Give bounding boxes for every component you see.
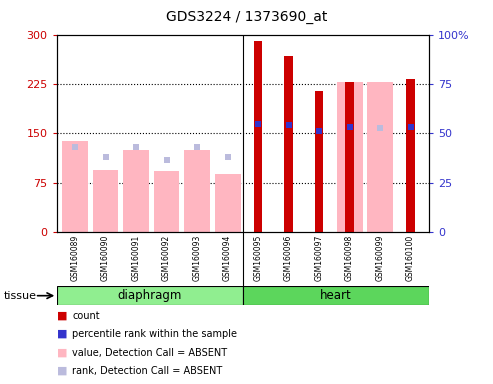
Text: ■: ■	[57, 366, 67, 376]
Bar	[367, 82, 393, 232]
Text: GSM160100: GSM160100	[406, 235, 415, 281]
Bar	[337, 82, 362, 232]
Bar	[57, 286, 243, 305]
Bar	[406, 79, 415, 232]
Text: heart: heart	[320, 289, 352, 302]
Text: value, Detection Call = ABSENT: value, Detection Call = ABSENT	[72, 348, 228, 358]
Bar	[123, 150, 149, 232]
Bar	[315, 91, 323, 232]
Text: GSM160094: GSM160094	[223, 235, 232, 281]
Bar	[284, 56, 293, 232]
Bar	[345, 82, 354, 232]
Text: ■: ■	[57, 348, 67, 358]
Text: percentile rank within the sample: percentile rank within the sample	[72, 329, 238, 339]
Text: count: count	[72, 311, 100, 321]
Bar	[214, 174, 241, 232]
Bar	[254, 41, 262, 232]
Text: GSM160096: GSM160096	[284, 235, 293, 281]
Bar	[93, 170, 118, 232]
Text: GSM160089: GSM160089	[70, 235, 79, 281]
Text: diaphragm: diaphragm	[117, 289, 182, 302]
Text: ■: ■	[57, 311, 67, 321]
Text: GSM160093: GSM160093	[193, 235, 202, 281]
Text: GSM160091: GSM160091	[132, 235, 141, 281]
Bar	[62, 141, 88, 232]
Bar	[153, 171, 179, 232]
Text: rank, Detection Call = ABSENT: rank, Detection Call = ABSENT	[72, 366, 223, 376]
Text: GSM160095: GSM160095	[253, 235, 263, 281]
Text: GSM160099: GSM160099	[376, 235, 385, 281]
Bar	[184, 150, 210, 232]
Text: GSM160090: GSM160090	[101, 235, 110, 281]
Text: GSM160098: GSM160098	[345, 235, 354, 281]
Bar	[243, 286, 429, 305]
Text: ■: ■	[57, 329, 67, 339]
Text: tissue: tissue	[4, 291, 37, 301]
Text: GSM160097: GSM160097	[315, 235, 323, 281]
Text: GSM160092: GSM160092	[162, 235, 171, 281]
Text: GDS3224 / 1373690_at: GDS3224 / 1373690_at	[166, 10, 327, 23]
